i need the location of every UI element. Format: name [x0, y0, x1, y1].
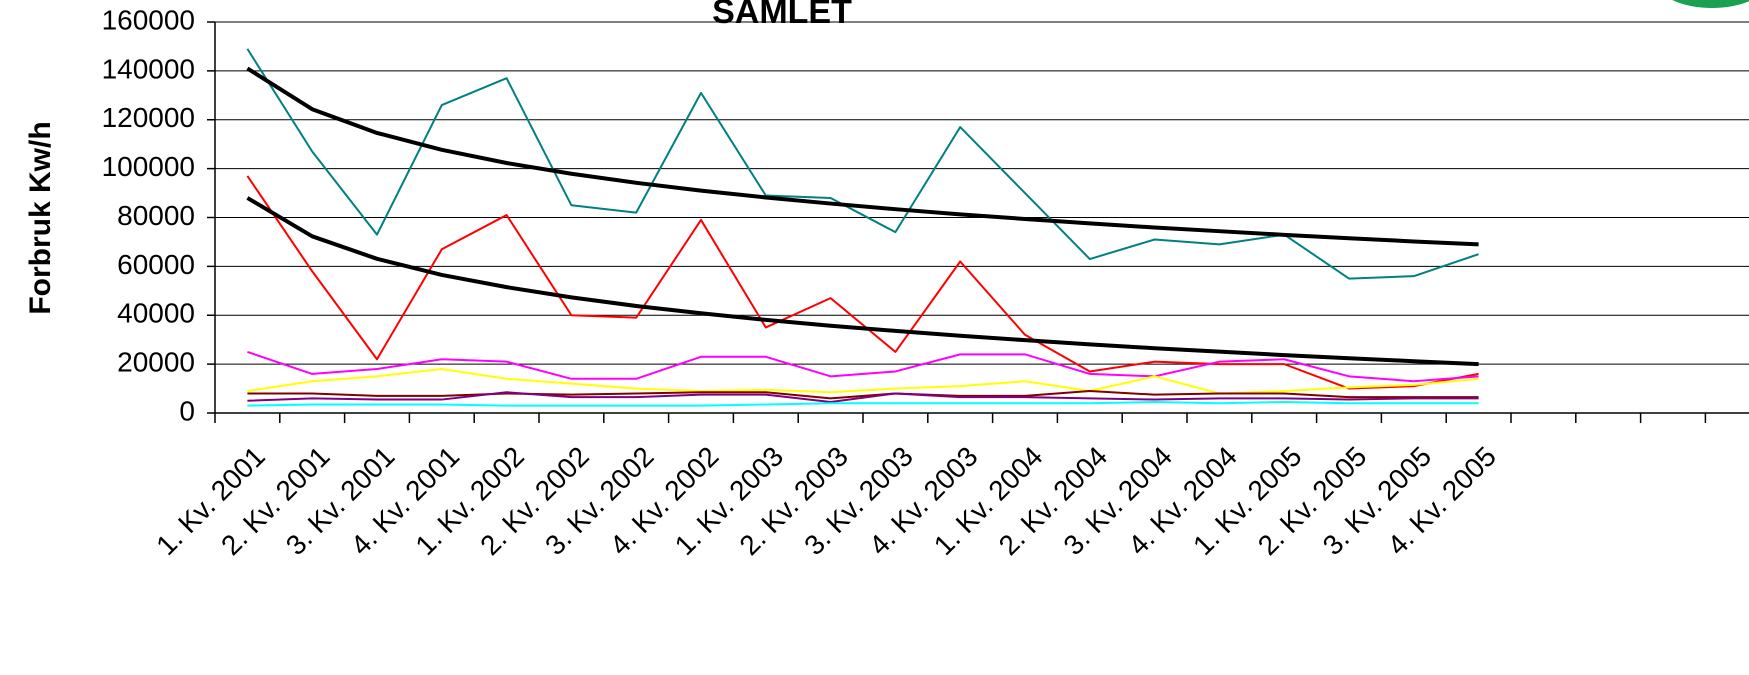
series-line	[246, 175, 1479, 390]
series-line	[246, 66, 1479, 247]
logo	[1672, 0, 1749, 8]
y-tick-label: 60000	[117, 249, 195, 280]
series-line	[246, 196, 1479, 367]
series-line	[247, 401, 1479, 407]
series-line	[247, 390, 1479, 400]
y-tick-label: 160000	[102, 4, 195, 35]
y-tick-label: 80000	[117, 200, 195, 231]
y-tick-label: 0	[179, 395, 195, 426]
y-axis-label: Forbruk Kw/h	[24, 121, 57, 314]
y-tick-label: 100000	[102, 151, 195, 182]
y-tick-label: 20000	[117, 347, 195, 378]
series-line	[247, 368, 1479, 395]
chart-title: SAMLET	[712, 0, 852, 31]
y-tick-label: 40000	[117, 298, 195, 329]
series-line	[246, 48, 1479, 280]
y-tick-label: 120000	[102, 102, 195, 133]
series-line	[247, 391, 1479, 404]
y-tick-label: 140000	[102, 53, 195, 84]
series-line	[247, 350, 1479, 383]
